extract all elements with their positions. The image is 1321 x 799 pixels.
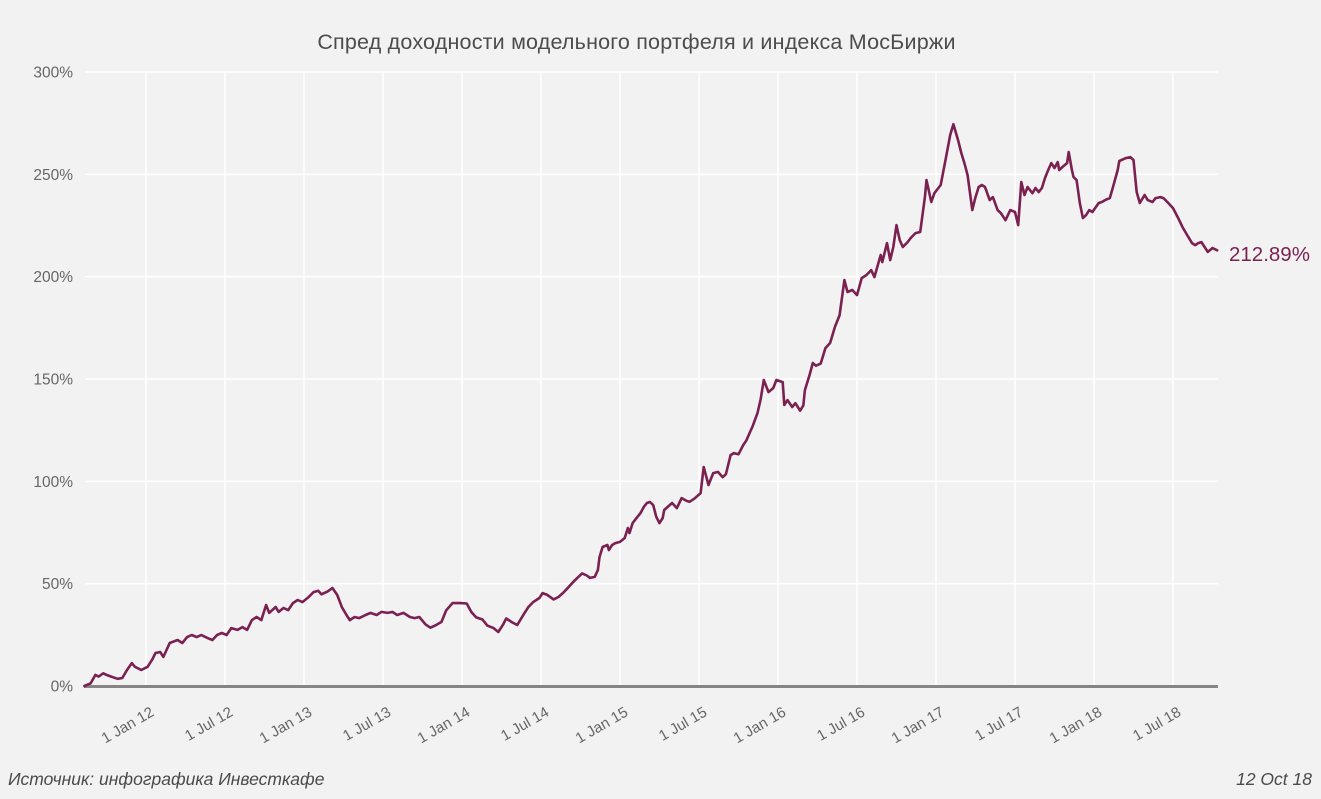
y-tick-label: 300% (33, 65, 73, 82)
x-tick-label: 1 Jul 12 (182, 704, 236, 745)
x-tick-label: 1 Jul 14 (498, 704, 552, 745)
x-tick-label: 1 Jan 14 (415, 704, 473, 747)
plot-area: 0% 50% 100% 150% 200% 250% 300% 1 Jan 12 1 Jul … (33, 65, 1310, 748)
x-tick-label: 1 Jul 18 (1130, 704, 1184, 745)
y-tick-labels: 0% 50% 100% 150% 200% 250% 300% (33, 65, 73, 696)
x-tick-label: 1 Jan 18 (1047, 704, 1105, 747)
source-note: Источник: инфографика Инвесткафе (8, 769, 325, 789)
x-tick-label: 1 Jan 12 (99, 704, 157, 747)
x-tick-labels: 1 Jan 12 1 Jul 12 1 Jan 13 1 Jul 13 1 Jan 14… (99, 704, 1184, 747)
y-tick-label: 200% (33, 269, 73, 286)
x-tick-label: 1 Jan 15 (573, 704, 631, 747)
x-tick-label: 1 Jan 16 (731, 704, 789, 747)
x-tick-label: 1 Jul 17 (972, 704, 1026, 745)
y-tick-label: 0% (51, 679, 74, 696)
x-tick-label: 1 Jul 15 (656, 704, 710, 745)
y-tick-label: 50% (42, 576, 73, 593)
y-tick-label: 100% (33, 474, 73, 491)
chart-title: Спред доходности модельного портфеля и и… (317, 30, 956, 54)
last-value-label: 212.89% (1229, 243, 1310, 266)
y-tick-label: 250% (33, 167, 73, 184)
x-tick-label: 1 Jul 16 (814, 704, 868, 745)
horizontal-gridlines (85, 71, 1218, 585)
x-tick-label: 1 Jul 13 (340, 704, 394, 745)
x-tick-label: 1 Jan 17 (889, 704, 947, 747)
y-tick-label: 150% (33, 372, 73, 389)
x-tick-label: 1 Jan 13 (257, 704, 315, 747)
series-line (83, 122, 1219, 688)
date-stamp: 12 Oct 18 (1236, 769, 1312, 789)
